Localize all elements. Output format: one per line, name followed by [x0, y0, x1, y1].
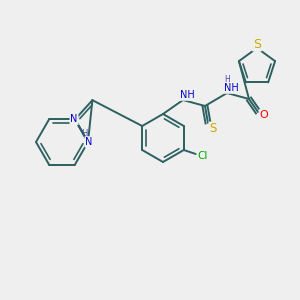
Text: Cl: Cl — [198, 151, 208, 161]
Text: N: N — [70, 115, 78, 124]
Text: NH: NH — [180, 90, 194, 100]
Text: N: N — [85, 137, 93, 147]
Text: H: H — [224, 74, 230, 83]
Text: H: H — [81, 128, 87, 137]
Text: NH: NH — [224, 83, 238, 93]
Text: S: S — [209, 122, 217, 136]
Text: O: O — [260, 110, 268, 120]
Text: S: S — [253, 38, 261, 50]
